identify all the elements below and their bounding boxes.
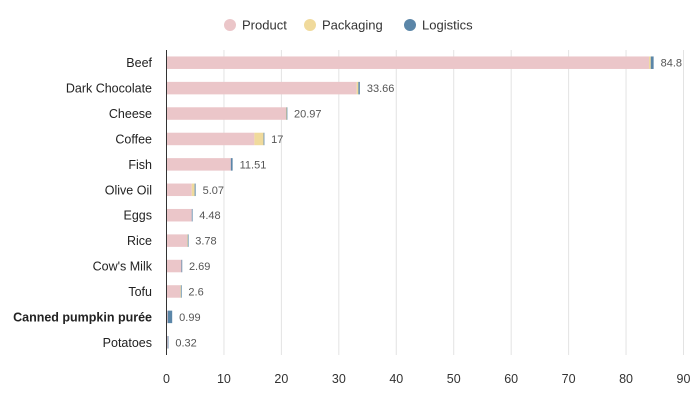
total-label: 11.51 xyxy=(240,159,267,171)
category-label: Canned pumpkin purée xyxy=(13,310,152,324)
bar-product-cow-s-milk[interactable] xyxy=(166,259,182,273)
x-tick-label: 40 xyxy=(389,372,403,386)
total-label: 3.78 xyxy=(195,236,216,248)
category-label: Rice xyxy=(127,234,152,248)
x-tick-label: 0 xyxy=(163,372,170,386)
x-tick-label: 90 xyxy=(677,372,691,386)
legend: Product Packaging Logistics xyxy=(224,18,473,33)
total-labels: 84.8 33.66 20.97 17 11.51 5.07 4.48 3.78 2.69 2.6… xyxy=(175,58,682,350)
bar-group-beef[interactable] xyxy=(166,56,654,69)
x-tick-labels: 0 10 20 30 40 50 60 70 80 90 xyxy=(163,372,690,386)
legend-item-product[interactable]: Product xyxy=(224,18,287,33)
bar-packaging-beef[interactable] xyxy=(649,56,651,69)
category-label: Dark Chocolate xyxy=(66,82,152,96)
bar-logistics-beef[interactable] xyxy=(650,56,654,69)
bar-group-tofu[interactable] xyxy=(166,285,182,298)
category-label: Fish xyxy=(128,158,152,172)
total-label: 2.6 xyxy=(188,286,203,298)
x-tick-label: 50 xyxy=(447,372,461,386)
bar-packaging-rice[interactable] xyxy=(187,234,188,247)
bar-product-coffee[interactable] xyxy=(166,132,255,146)
legend-item-logistics[interactable]: Logistics xyxy=(404,18,473,33)
category-label: Eggs xyxy=(124,209,153,223)
x-tick-label: 70 xyxy=(562,372,576,386)
bar-group-potatoes[interactable] xyxy=(166,336,169,349)
bar-logistics-tofu[interactable] xyxy=(180,285,182,298)
bar-product-eggs[interactable] xyxy=(166,208,192,222)
bar-group-cheese[interactable] xyxy=(166,107,288,120)
bar-product-rice[interactable] xyxy=(166,234,188,247)
x-tick-label: 20 xyxy=(274,372,288,386)
total-label: 20.97 xyxy=(294,109,322,121)
bar-group-olive-oil[interactable] xyxy=(166,183,196,197)
bar-group-fish[interactable] xyxy=(166,158,233,171)
bars xyxy=(166,56,654,349)
bar-product-beef[interactable] xyxy=(166,56,650,69)
x-tick-label: 10 xyxy=(217,372,231,386)
legend-swatch xyxy=(224,19,236,31)
category-label: Coffee xyxy=(115,132,152,146)
bar-packaging-olive-oil[interactable] xyxy=(191,183,195,197)
legend-label: Packaging xyxy=(322,18,383,33)
bar-group-rice[interactable] xyxy=(166,234,189,247)
total-label: 5.07 xyxy=(203,185,224,197)
total-label: 17 xyxy=(271,134,283,146)
bar-group-dark-chocolate[interactable] xyxy=(166,81,360,95)
bar-logistics-coffee[interactable] xyxy=(263,132,265,146)
bar-logistics-olive-oil[interactable] xyxy=(194,183,196,197)
bar-packaging-dark-chocolate[interactable] xyxy=(356,81,359,95)
total-label: 2.69 xyxy=(189,261,210,273)
legend-label: Logistics xyxy=(422,18,473,33)
bar-product-fish[interactable] xyxy=(166,158,231,171)
bar-product-tofu[interactable] xyxy=(166,285,181,298)
total-label: 33.66 xyxy=(367,83,395,95)
legend-label: Product xyxy=(242,18,287,33)
bar-logistics-cow-s-milk[interactable] xyxy=(181,259,183,273)
bar-product-olive-oil[interactable] xyxy=(166,183,192,197)
bar-packaging-cheese[interactable] xyxy=(285,107,287,120)
category-labels: Beef Dark Chocolate Cheese Coffee Fish Olive … xyxy=(13,56,153,350)
bar-logistics-cheese[interactable] xyxy=(286,107,288,120)
category-label: Beef xyxy=(126,56,152,70)
bar-logistics-potatoes[interactable] xyxy=(167,336,169,349)
bar-group-coffee[interactable] xyxy=(166,132,265,146)
category-label: Potatoes xyxy=(103,336,152,350)
legend-swatch xyxy=(404,19,416,31)
bar-logistics-rice[interactable] xyxy=(187,234,189,247)
bar-group-canned-pumpkin-puree[interactable] xyxy=(166,310,173,324)
bar-logistics-fish[interactable] xyxy=(230,158,233,171)
total-label: 0.32 xyxy=(175,337,196,349)
bar-group-eggs[interactable] xyxy=(166,208,193,222)
bar-packaging-tofu[interactable] xyxy=(180,285,182,298)
bar-packaging-coffee[interactable] xyxy=(254,132,264,146)
gridlines xyxy=(223,50,684,355)
category-label: Tofu xyxy=(128,285,152,299)
legend-swatch xyxy=(304,19,316,31)
legend-item-packaging[interactable]: Packaging xyxy=(304,18,383,33)
bar-logistics-eggs[interactable] xyxy=(191,208,193,222)
bar-product-canned-pumpkin-puree[interactable] xyxy=(166,310,168,324)
total-label: 4.48 xyxy=(199,210,220,222)
total-label: 0.99 xyxy=(179,312,200,324)
x-tick-label: 30 xyxy=(332,372,346,386)
x-tick-label: 80 xyxy=(619,372,633,386)
category-label: Cow's Milk xyxy=(93,260,153,274)
total-label: 84.8 xyxy=(661,58,682,70)
bar-group-cow-s-milk[interactable] xyxy=(166,259,183,273)
bar-logistics-dark-chocolate[interactable] xyxy=(358,81,360,95)
bar-product-cheese[interactable] xyxy=(166,107,286,120)
category-label: Olive Oil xyxy=(105,183,152,197)
bar-logistics-canned-pumpkin-puree[interactable] xyxy=(167,310,173,324)
category-label: Cheese xyxy=(109,107,152,121)
bar-product-potatoes[interactable] xyxy=(166,336,168,349)
bar-product-dark-chocolate[interactable] xyxy=(166,81,357,95)
x-tick-label: 60 xyxy=(504,372,518,386)
